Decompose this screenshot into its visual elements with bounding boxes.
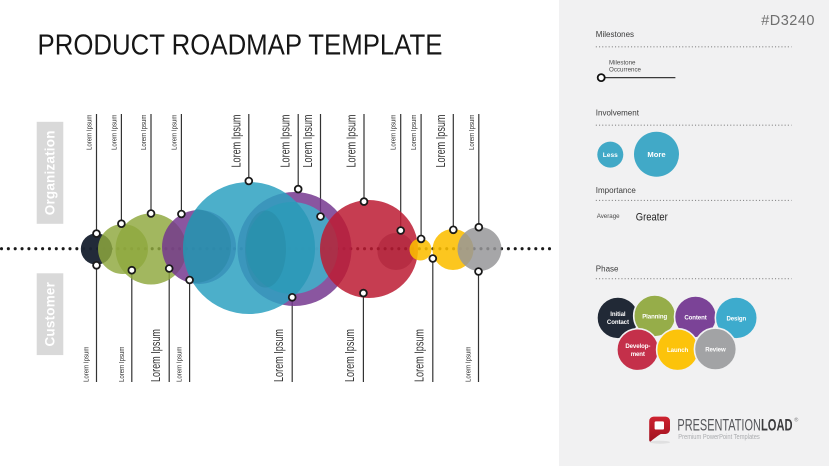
svg-text:Lorem Ipsum: Lorem Ipsum (82, 347, 91, 383)
svg-text:Customer: Customer (43, 281, 58, 346)
svg-text:Review: Review (705, 347, 726, 354)
svg-text:Content: Content (684, 314, 706, 321)
svg-text:Lorem Ipsum: Lorem Ipsum (345, 115, 359, 168)
svg-text:ment: ment (631, 351, 645, 358)
svg-text:Planning: Planning (642, 313, 667, 320)
svg-text:Lorem Ipsum: Lorem Ipsum (149, 329, 163, 382)
svg-text:Launch: Launch (667, 347, 688, 354)
svg-text:Lorem Ipsum: Lorem Ipsum (301, 115, 315, 168)
svg-text:Lorem Ipsum: Lorem Ipsum (169, 115, 178, 151)
svg-text:Lorem Ipsum: Lorem Ipsum (279, 115, 293, 168)
svg-text:PRODUCT ROADMAP TEMPLATE: PRODUCT ROADMAP TEMPLATE (38, 30, 443, 62)
svg-text:Design: Design (726, 315, 746, 322)
svg-text:Lorem Ipsum: Lorem Ipsum (85, 115, 94, 151)
svg-text:Organization: Organization (43, 130, 58, 215)
svg-text:Lorem Ipsum: Lorem Ipsum (109, 115, 118, 151)
svg-text:#D3240: #D3240 (761, 13, 815, 29)
svg-text:Lorem Ipsum: Lorem Ipsum (229, 115, 243, 168)
svg-text:Lorem Ipsum: Lorem Ipsum (389, 115, 398, 151)
svg-text:Premium PowerPoint Templates: Premium PowerPoint Templates (678, 432, 760, 441)
svg-text:Lorem Ipsum: Lorem Ipsum (412, 329, 426, 382)
svg-text:Lorem Ipsum: Lorem Ipsum (139, 115, 148, 151)
svg-text:Greater: Greater (636, 211, 668, 223)
svg-text:Average: Average (597, 213, 620, 220)
svg-text:Lorem Ipsum: Lorem Ipsum (343, 329, 357, 382)
svg-text:Occurrence: Occurrence (609, 67, 642, 74)
svg-text:Milestones: Milestones (596, 30, 634, 39)
svg-text:Lorem Ipsum: Lorem Ipsum (272, 329, 286, 382)
svg-text:Lorem Ipsum: Lorem Ipsum (434, 115, 448, 168)
svg-text:Milestone: Milestone (609, 60, 636, 67)
svg-text:Lorem Ipsum: Lorem Ipsum (464, 347, 473, 383)
svg-text:Lorem Ipsum: Lorem Ipsum (467, 115, 476, 151)
svg-text:Lorem Ipsum: Lorem Ipsum (117, 347, 126, 383)
svg-text:Develop-: Develop- (625, 343, 650, 350)
svg-text:Involvement: Involvement (596, 109, 640, 118)
svg-text:Initial: Initial (610, 311, 626, 318)
svg-text:Less: Less (603, 152, 618, 159)
svg-text:Lorem Ipsum: Lorem Ipsum (175, 347, 184, 383)
svg-text:PRESENTATION: PRESENTATION (677, 417, 761, 435)
svg-text:Contact: Contact (607, 319, 629, 326)
svg-text:Phase: Phase (596, 265, 619, 274)
svg-text:Importance: Importance (596, 186, 637, 195)
svg-text:®: ® (794, 417, 798, 424)
svg-text:LOAD: LOAD (761, 417, 793, 435)
svg-text:More: More (647, 150, 665, 159)
svg-text:Lorem Ipsum: Lorem Ipsum (409, 115, 418, 151)
